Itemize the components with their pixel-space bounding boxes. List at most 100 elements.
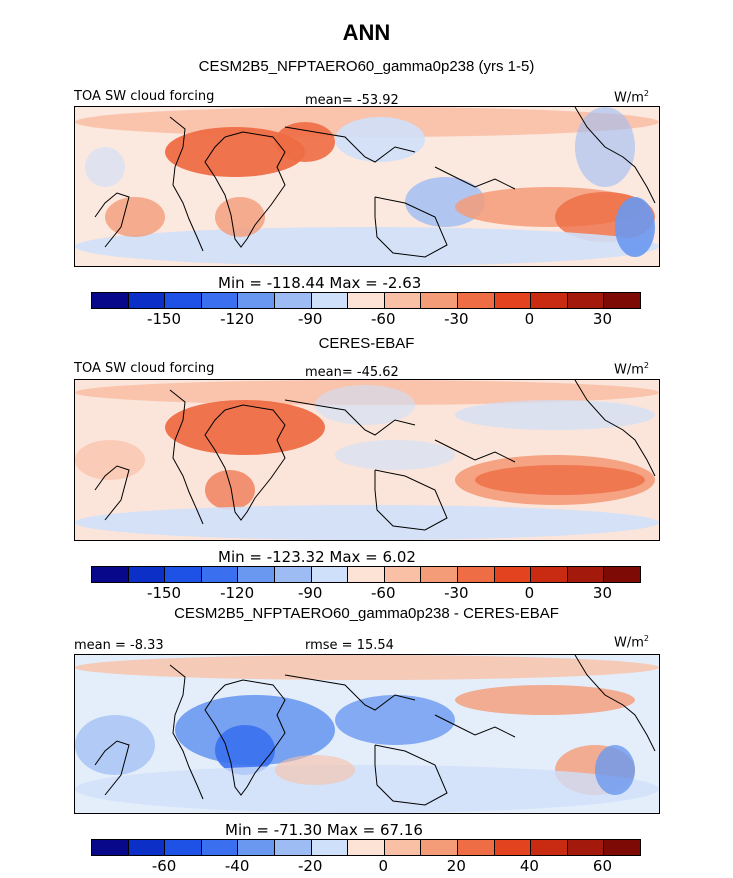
colorbar-swatch (92, 567, 129, 582)
field-contour (615, 197, 655, 257)
colorbar-tick-label: -20 (297, 857, 323, 875)
panel-1-subtitle: CESM2B5_NFPTAERO60_gamma0p238 (yrs 1-5) (198, 58, 535, 75)
field-contour (85, 147, 125, 187)
field-contour (475, 465, 645, 495)
field-contour (75, 227, 659, 266)
field-contour (75, 440, 145, 480)
colorbar-tick-label: 60 (592, 857, 612, 875)
colorbar-swatch (604, 840, 640, 855)
colorbar-swatch (348, 840, 385, 855)
colorbar-tick-label: -90 (297, 310, 323, 328)
panel-1-map (74, 106, 660, 267)
colorbar-swatch (384, 567, 422, 582)
colorbar-swatch (421, 293, 458, 308)
main-title: ANN (342, 20, 391, 45)
coastline (284, 126, 416, 163)
coastline (204, 404, 286, 521)
colorbar-swatch (604, 567, 640, 582)
coastline (434, 714, 516, 738)
field-contour (75, 715, 155, 775)
coastline (169, 664, 204, 800)
colorbar-tick-label: 0 (378, 857, 389, 875)
field-contour (165, 127, 305, 177)
colorbar-tick-label: -40 (224, 857, 250, 875)
coastline (574, 380, 656, 477)
field-contour (205, 470, 255, 510)
colorbar-swatch (238, 840, 275, 855)
colorbar-swatch (421, 840, 458, 855)
panel-3-subtitle: CESM2B5_NFPTAERO60_gamma0p238 - CERES-EB… (174, 605, 559, 622)
coastline (94, 465, 130, 521)
colorbar-swatch (457, 840, 495, 855)
colorbar-swatch (348, 567, 385, 582)
field-contour (335, 440, 455, 470)
colorbar-swatch (201, 567, 239, 582)
coastline (374, 196, 448, 258)
colorbar-swatch (531, 567, 568, 582)
field-contour (75, 765, 659, 813)
colorbar-swatch (165, 840, 202, 855)
panel-2-minmax: Min = -123.32 Max = 6.02 (218, 548, 416, 566)
colorbar-swatch (604, 293, 640, 308)
coastline (204, 131, 286, 248)
panel-1-variable-label: TOA SW cloud forcing (74, 89, 215, 104)
colorbar-swatch (311, 567, 349, 582)
panel-3-map (74, 654, 660, 814)
colorbar-swatch (348, 293, 385, 308)
panel-2-colorbar-ticks: -150 -120 -90 -60 -30 0 30 (91, 584, 639, 602)
colorbar-tick-label: 0 (524, 584, 535, 602)
panel-3-mean-label: mean = -8.33 (74, 638, 164, 653)
colorbar-swatch (311, 840, 349, 855)
field-contour (75, 505, 659, 540)
colorbar-swatch (238, 293, 275, 308)
panel-2-units: W/m2 (614, 361, 649, 378)
colorbar-tick-label: -120 (220, 584, 255, 602)
panel-1-colorbar-ticks: -150 -120 -90 -60 -30 0 30 (91, 310, 639, 328)
colorbar-swatch (384, 293, 422, 308)
panel-1-map-svg (75, 107, 659, 266)
panel-3-colorbar-ticks: -60 -40 -20 0 20 40 60 (91, 857, 639, 875)
panel-2-mean-label: mean= -45.62 (305, 365, 399, 380)
panel-1-colorbar (91, 292, 641, 309)
colorbar-swatch (128, 567, 166, 582)
coastline (94, 192, 130, 248)
colorbar-tick-label: -150 (147, 310, 182, 328)
colorbar-tick-label: -30 (444, 310, 469, 328)
colorbar-swatch (531, 293, 568, 308)
panel-3-colorbar (91, 839, 641, 856)
coastline (434, 166, 516, 190)
coastline (204, 679, 286, 796)
field-contour (275, 755, 355, 785)
colorbar-swatch (274, 567, 312, 582)
coastline (574, 107, 656, 204)
coastline (284, 674, 416, 711)
colorbar-swatch (92, 840, 129, 855)
colorbar-swatch (128, 293, 166, 308)
colorbar-swatch (201, 840, 239, 855)
colorbar-swatch (165, 567, 202, 582)
field-contour (75, 655, 659, 680)
colorbar-swatch (128, 840, 166, 855)
colorbar-swatch (238, 567, 275, 582)
field-contour (335, 695, 455, 745)
panel-2-subtitle: CERES-EBAF (318, 335, 415, 352)
panel-3-units: W/m2 (614, 634, 649, 651)
colorbar-swatch (567, 293, 605, 308)
colorbar-swatch (311, 293, 349, 308)
colorbar-swatch (274, 293, 312, 308)
coastline (374, 744, 448, 806)
panel-2-colorbar (91, 566, 641, 583)
colorbar-tick-label: 30 (592, 584, 612, 602)
panel-2-map (74, 379, 660, 541)
panel-3-minmax: Min = -71.30 Max = 67.16 (225, 821, 423, 839)
colorbar-swatch (457, 567, 495, 582)
panel-3-map-svg (75, 655, 659, 813)
panel-1-mean-label: mean= -53.92 (305, 93, 399, 108)
panel-1-units: W/m2 (614, 89, 649, 106)
colorbar-tick-label: -60 (371, 310, 396, 328)
field-contour (275, 122, 335, 162)
coastline (169, 389, 204, 525)
colorbar-tick-label: -60 (151, 857, 177, 875)
field-contour (315, 385, 415, 425)
coastline (94, 740, 130, 796)
